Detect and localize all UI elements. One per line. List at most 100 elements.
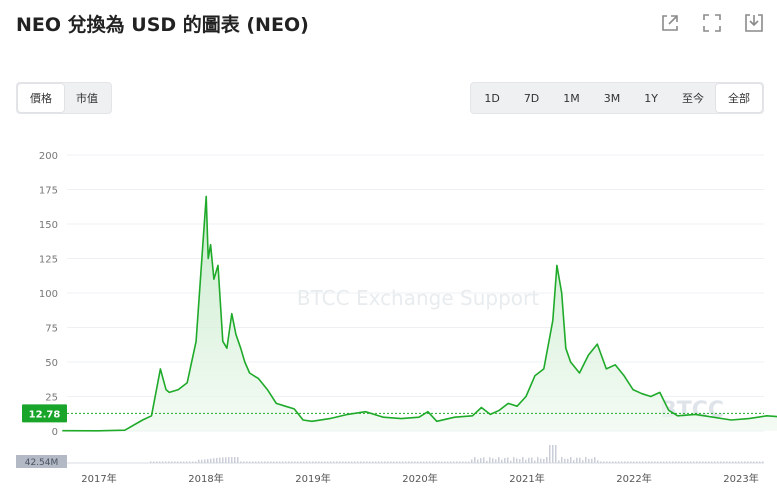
volume-bar [480,458,482,463]
volume-bar [756,461,758,463]
fullscreen-icon[interactable] [701,12,723,34]
volume-bar [603,461,605,463]
volume-bar [693,461,695,463]
y-tick-label: 125 [39,255,58,266]
volume-bar [372,461,374,463]
volume-bar [303,461,305,463]
volume-bar [366,461,368,463]
price-chart[interactable]: BTCC Exchange Support BTCC 0 25 50 75 100 125 1… [0,130,777,492]
volume-bar [411,461,413,463]
volume-bar [717,461,719,463]
volume-bar [714,461,716,463]
volume-bar [150,461,152,463]
y-tick-label: 200 [39,151,58,162]
volume-bar [726,461,728,463]
volume-bar [348,461,350,463]
volume-bar [474,457,476,463]
volume-bar [207,458,209,463]
volume-bar [660,461,662,463]
volume-bar [381,461,383,463]
volume-bar [636,461,638,463]
volume-bar [456,461,458,463]
volume-bar [558,460,560,463]
volume-bar [315,461,317,463]
volume-bar [462,461,464,463]
volume-bar [339,461,341,463]
range-7d[interactable]: 7D [523,91,540,105]
volume-bar [684,461,686,463]
volume-bar [444,461,446,463]
volume-label: 42.54M [25,458,59,468]
x-tick-label: 2021年 [509,472,544,485]
volume-bar [609,461,611,463]
download-icon[interactable] [743,12,765,34]
volume-bar [459,461,461,463]
tab-market-cap[interactable]: 市值 [76,92,98,105]
volume-bar [510,460,512,463]
share-icon[interactable] [659,12,681,34]
volume-bar [486,460,488,463]
tab-price[interactable]: 價格 [18,84,64,112]
volume-bar [747,461,749,463]
x-tick-label: 2019年 [295,472,330,485]
volume-bar [582,460,584,463]
volume-bar [405,461,407,463]
volume-bar [402,461,404,463]
volume-bar [429,461,431,463]
volume-bar [417,461,419,463]
x-tick-label: 2018年 [188,472,223,485]
range-3m[interactable]: 3M [603,91,621,105]
volume-bar [177,461,179,463]
volume-bar [555,445,557,463]
volume-bar [414,461,416,463]
range-ytd[interactable]: 至今 [682,92,704,105]
volume-bar [441,461,443,463]
volume-bar [702,461,704,463]
volume-bar [666,461,668,463]
volume-bar [192,461,194,463]
volume-bar [201,459,203,463]
volume-bar [618,461,620,463]
volume-bar [354,461,356,463]
range-1m[interactable]: 1M [563,91,580,105]
volume-bar [540,458,542,463]
volume-bar [492,458,494,463]
volume-bar [396,461,398,463]
volume-bar [708,461,710,463]
volume-bar [657,461,659,463]
volume-bar [285,461,287,463]
volume-bar [543,458,545,463]
volume-bar [264,461,266,463]
volume-bar [378,461,380,463]
volume-bar [579,457,581,463]
volume-bar [762,461,764,463]
volume-bar [732,461,734,463]
range-1d[interactable]: 1D [484,91,500,105]
volume-bar [189,461,191,463]
volume-bar [588,458,590,463]
range-tabs: 1D 7D 1M 3M 1Y 至今 全部 [470,82,764,114]
volume-bar [330,461,332,463]
volume-bar [630,461,632,463]
volume-bar [501,459,503,463]
volume-bar [504,457,506,463]
volume-bar [477,459,479,463]
volume-bar [639,461,641,463]
x-tick-label: 2017年 [81,472,116,485]
range-1y[interactable]: 1Y [644,91,658,105]
range-all[interactable]: 全部 [716,84,762,112]
volume-bar [168,461,170,463]
volume-bar [288,461,290,463]
volume-bar [564,458,566,463]
volume-bar [735,461,737,463]
volume-bar [390,461,392,463]
volume-bar [174,461,176,463]
volume-bar [519,459,521,463]
volume-bar [393,461,395,463]
volume-bar [312,461,314,463]
volume-bar [279,461,281,463]
volume-bar [258,461,260,463]
volume-bar [153,461,155,463]
volume-bar [450,461,452,463]
